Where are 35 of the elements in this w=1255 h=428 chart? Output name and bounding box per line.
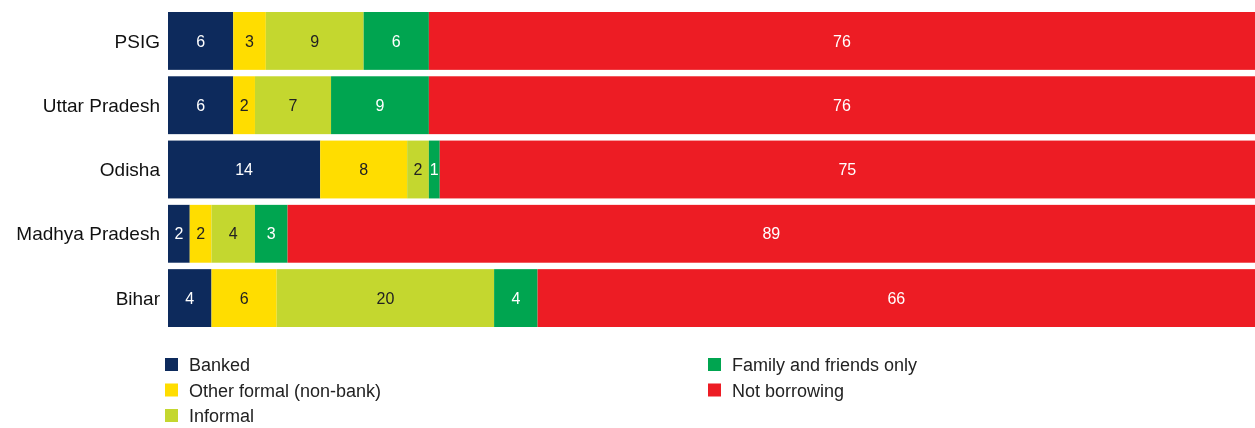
data-label: 75 xyxy=(838,161,857,179)
data-label: 9 xyxy=(375,96,385,114)
data-label: 20 xyxy=(376,289,395,307)
y-tick-label: Uttar Pradesh xyxy=(42,94,160,116)
data-label: 89 xyxy=(762,225,781,243)
data-label: 14 xyxy=(235,161,254,179)
data-label: 7 xyxy=(288,96,298,114)
y-tick-label: Madhya Pradesh xyxy=(16,223,160,245)
data-label: 9 xyxy=(310,32,320,50)
y-tick-label: PSIG xyxy=(114,30,160,52)
data-label: 6 xyxy=(196,96,206,114)
data-label: 6 xyxy=(196,32,206,50)
data-label: 6 xyxy=(239,289,249,307)
data-label: 2 xyxy=(413,161,423,179)
legend-label: Other formal (non-bank) xyxy=(189,380,382,401)
data-label: 3 xyxy=(266,225,276,243)
data-label: 4 xyxy=(511,289,521,307)
y-tick-label: Bihar xyxy=(115,287,161,309)
legend-label: Banked xyxy=(189,355,251,376)
data-label: 6 xyxy=(391,32,401,50)
data-label: 76 xyxy=(833,96,851,114)
data-label: 2 xyxy=(239,96,249,114)
data-label: 8 xyxy=(359,161,369,179)
legend-label: Not borrowing xyxy=(732,380,845,401)
data-label: 4 xyxy=(185,289,195,307)
data-label: 2 xyxy=(196,225,206,243)
data-label: 4 xyxy=(228,225,238,243)
data-label: 3 xyxy=(245,32,255,50)
y-tick-label: Odisha xyxy=(99,159,161,181)
data-label: 66 xyxy=(887,289,906,307)
legend-label: Informal xyxy=(189,406,255,427)
data-label: 1 xyxy=(429,161,439,179)
legend-label: Family and friends only xyxy=(732,355,918,376)
data-label: 2 xyxy=(174,225,184,243)
data-label: 76 xyxy=(833,32,851,50)
